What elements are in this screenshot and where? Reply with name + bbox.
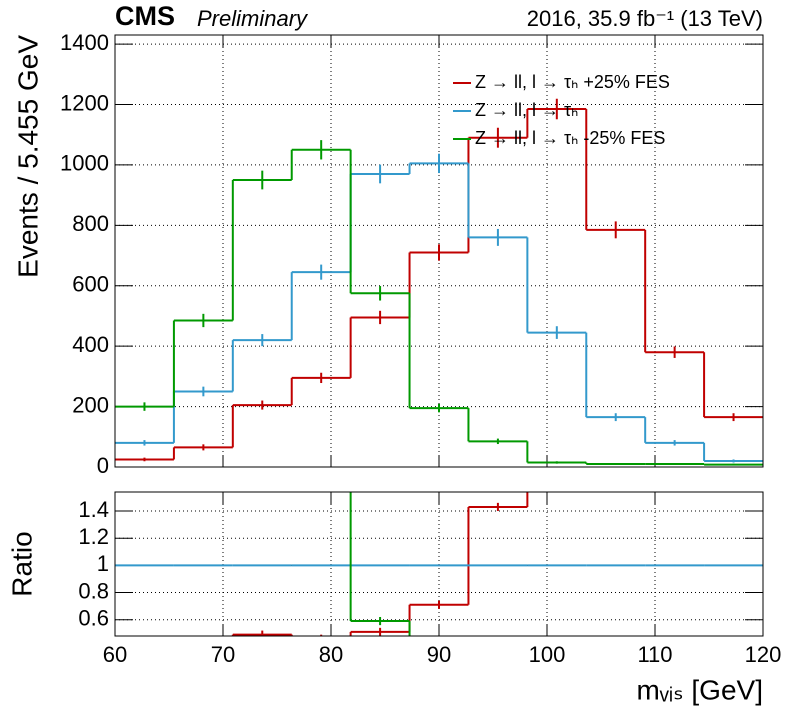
y-tick-label: 1400 bbox=[60, 30, 109, 55]
y-tick-label: 1000 bbox=[60, 151, 109, 176]
y-tick-label: 1.4 bbox=[78, 497, 109, 522]
y-tick-label: 1.2 bbox=[78, 524, 109, 549]
y-tick-label: 800 bbox=[72, 211, 109, 236]
preliminary-label: Preliminary bbox=[197, 6, 309, 31]
y-tick-label: 0.8 bbox=[78, 578, 109, 603]
legend-label: Z → ll, l → τₕ bbox=[475, 100, 578, 120]
y-tick-label: 600 bbox=[72, 272, 109, 297]
y-tick-label: 0.6 bbox=[78, 606, 109, 631]
x-tick-label: 120 bbox=[745, 642, 782, 667]
x-tick-label: 60 bbox=[103, 642, 127, 667]
y-tick-label: 1 bbox=[97, 551, 109, 576]
plot-border bbox=[114, 491, 764, 637]
cms-label: CMS bbox=[115, 1, 175, 31]
y-tick-label: 0 bbox=[97, 453, 109, 478]
x-tick-label: 100 bbox=[529, 642, 566, 667]
x-axis-label: mᵥᵢₛ [GeV] bbox=[636, 674, 763, 705]
y-tick-label: 1200 bbox=[60, 90, 109, 115]
legend-label: Z → ll, l → τₕ +25% FES bbox=[475, 72, 670, 92]
lumi-label: 2016, 35.9 fb⁻¹ (13 TeV) bbox=[527, 6, 763, 31]
x-tick-label: 90 bbox=[427, 642, 451, 667]
x-tick-label: 70 bbox=[211, 642, 235, 667]
y-tick-label: 200 bbox=[72, 392, 109, 417]
y-axis-label: Events / 5.455 GeV bbox=[12, 35, 43, 278]
ratio-axis-label: Ratio bbox=[6, 531, 37, 596]
plot-area bbox=[115, 492, 763, 636]
x-tick-label: 80 bbox=[319, 642, 343, 667]
x-tick-label: 110 bbox=[637, 642, 672, 667]
plot-area bbox=[115, 98, 763, 466]
plot-border bbox=[114, 34, 764, 468]
y-tick-label: 400 bbox=[72, 332, 109, 357]
legend-label: Z → ll, l → τₕ -25% FES bbox=[475, 128, 665, 148]
